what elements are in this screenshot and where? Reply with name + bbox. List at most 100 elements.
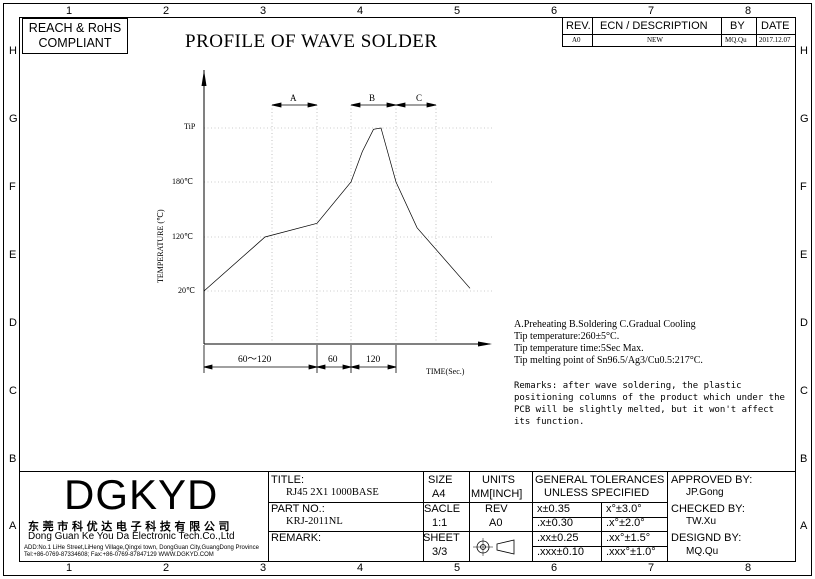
outer-border (3, 3, 812, 576)
column-label: 6 (551, 562, 558, 574)
company-address: ADD:No.1 LiHe Street,LiHeng Village,Qing… (24, 545, 259, 551)
approved-by-label: APPROVED BY: (671, 474, 753, 486)
row-label: F (800, 181, 807, 193)
y-axis-label: TEMPERATURE (℃) (156, 209, 165, 283)
part-number-label: PART NO.: (271, 503, 325, 515)
row-label: D (800, 317, 808, 329)
revision-table: REV. ECN / DESCRIPTION BY DATE A0 NEW MQ… (562, 18, 796, 47)
row-label: B (800, 453, 808, 465)
y-axis-arrow (201, 70, 207, 86)
row-label: A (800, 520, 808, 532)
rev-label: REV (485, 503, 508, 515)
revision-value-date: 2017.12.07 (759, 36, 791, 44)
size-value: A4 (432, 488, 446, 500)
column-label: 6 (551, 5, 558, 17)
company-name-en: Dong Guan Ke You Da Electronic Tech.Co.,… (28, 531, 235, 542)
tolerance-value: .x±0.30 (537, 517, 574, 529)
y-tick-label: 180℃ (172, 177, 193, 186)
temperature-profile-line (203, 127, 471, 292)
phase-arrows (271, 102, 437, 108)
duration-label: 120 (366, 355, 381, 365)
title-block (19, 471, 796, 562)
row-label: C (800, 385, 808, 397)
row-label: A (9, 520, 17, 532)
duration-label: 60～120 (238, 355, 272, 365)
column-label: 7 (648, 562, 655, 574)
column-label: 2 (163, 5, 170, 17)
tolerance-value: x±0.35 (537, 503, 570, 515)
process-notes: A.Preheating B.Soldering C.Gradual Cooli… (514, 319, 703, 367)
duration-label: 60 (328, 355, 338, 365)
checked-by-label: CHECKED BY: (671, 503, 745, 515)
row-label: C (9, 385, 17, 397)
part-number-value: KRJ-2011NL (286, 516, 343, 527)
column-label: 5 (454, 562, 461, 574)
approved-by-value: JP.Gong (686, 487, 724, 498)
revision-header-description: ECN / DESCRIPTION (600, 20, 708, 32)
phase-label: A (290, 93, 297, 103)
column-label: 1 (66, 5, 73, 17)
row-label: G (800, 113, 809, 125)
scale-label: SACLE (424, 503, 461, 515)
x-axis-arrow (478, 341, 492, 347)
chart-grid (204, 105, 492, 342)
tolerance-value: .xxx±0.10 (537, 546, 585, 558)
compliance-box: REACH & RoHS COMPLIANT (22, 18, 128, 54)
note-line: Tip temperature time:5Sec Max. (514, 343, 644, 354)
sheet-label: SHEET (423, 532, 460, 544)
revision-value-description: NEW (647, 36, 663, 44)
column-label: 2 (163, 562, 170, 574)
tolerance-value: .xx°±1.5° (606, 532, 651, 544)
compliance-line-1: REACH & RoHS (28, 21, 122, 35)
designed-by-label: DESIGND BY: (671, 532, 742, 544)
column-label: 3 (260, 562, 267, 574)
note-line: Tip melting point of Sn96.5/Ag3/Cu0.5:21… (514, 355, 703, 366)
revision-header-rev: REV. (566, 20, 591, 32)
phase-label: C (416, 93, 422, 103)
tolerance-title-2: UNLESS SPECIFIED (544, 487, 650, 499)
row-label: E (800, 249, 808, 261)
title-label: TITLE: (271, 474, 305, 486)
row-label: F (9, 181, 16, 193)
units-label: UNITS (482, 474, 515, 486)
revision-header-date: DATE (761, 20, 790, 32)
remark-label: REMARK: (271, 532, 322, 544)
note-line: A.Preheating B.Soldering C.Gradual Cooli… (514, 319, 696, 330)
remarks-text: Remarks: after wave soldering, the plast… (514, 381, 785, 427)
tolerance-value: .xx±0.25 (537, 532, 579, 544)
revision-header-by: BY (730, 20, 745, 32)
duration-dimensions (203, 345, 397, 373)
row-label: D (9, 317, 17, 329)
checked-by-value: TW.Xu (686, 516, 717, 527)
revision-value-by: MQ.Qu (725, 36, 747, 44)
column-label: 8 (745, 562, 752, 574)
revision-value-rev: A0 (572, 36, 581, 44)
x-axis-label: TIME(Sec.) (426, 367, 465, 376)
designed-by-value: MQ.Qu (686, 546, 719, 557)
units-value: MM[INCH] (471, 488, 523, 500)
tolerance-value: .x°±2.0° (606, 517, 645, 529)
third-angle-projection-icon (473, 538, 515, 556)
column-label: 4 (357, 5, 364, 17)
company-contact: Tel:+86-0769-87334608; Fax:+86-0769-8784… (24, 552, 214, 558)
y-tick-label: 120℃ (172, 232, 193, 241)
company-logo: DGKYD (64, 471, 219, 518)
column-label: 4 (357, 562, 364, 574)
sheet-value: 3/3 (432, 546, 448, 558)
row-label: B (9, 453, 17, 465)
size-label: SIZE (428, 474, 453, 486)
rev-value: A0 (489, 517, 503, 529)
column-label: 8 (745, 5, 752, 17)
column-label: 1 (66, 562, 73, 574)
phase-label: B (369, 93, 375, 103)
title-value: RJ45 2X1 1000BASE (286, 487, 379, 498)
y-tick-label: TiP (184, 122, 196, 131)
tolerance-title-1: GENERAL TOLERANCES (535, 474, 665, 486)
compliance-line-2: COMPLIANT (38, 36, 112, 50)
column-label: 5 (454, 5, 461, 17)
note-line: Tip temperature:260±5°C. (514, 331, 620, 342)
row-label: H (800, 45, 808, 57)
company-name-cn: 东 莞 市 科 优 达 电 子 科 技 有 限 公 司 (28, 521, 230, 533)
scale-value: 1:1 (432, 517, 448, 529)
